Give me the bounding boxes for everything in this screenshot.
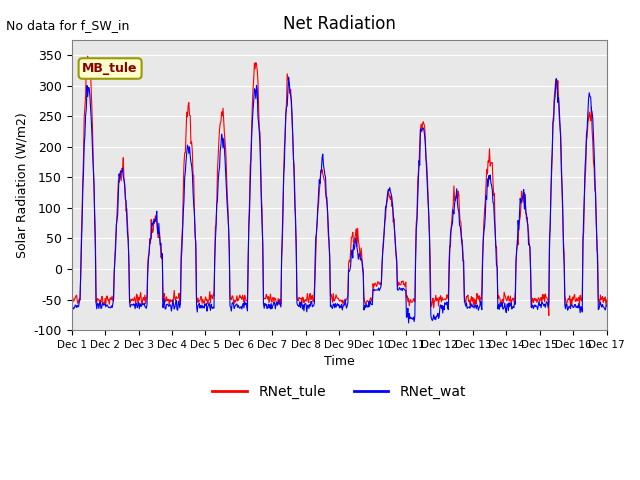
RNet_wat	[426, 236, 433, 242]
RNet_tule	[256, 130, 264, 136]
Line: RNet_tule: RNet_tule	[72, 56, 607, 315]
RNet_wat	[404, 320, 412, 326]
RNet_tule	[425, 210, 433, 216]
RNet_tule	[395, 279, 403, 285]
RNet_tule	[68, 300, 76, 306]
RNet_tule	[131, 298, 139, 304]
Text: MB_tule: MB_tule	[83, 62, 138, 75]
RNet_wat	[285, 74, 292, 80]
Title: Net Radiation: Net Radiation	[283, 15, 396, 33]
RNet_wat	[255, 129, 263, 135]
Text: No data for f_SW_in: No data for f_SW_in	[6, 19, 130, 32]
RNet_wat	[395, 287, 403, 292]
RNet_tule	[84, 53, 92, 59]
RNet_wat	[68, 304, 76, 310]
X-axis label: Time: Time	[324, 355, 355, 368]
Legend: RNet_tule, RNet_wat: RNet_tule, RNet_wat	[207, 379, 472, 404]
RNet_tule	[603, 297, 611, 303]
RNet_tule	[276, 298, 284, 303]
Line: RNet_wat: RNet_wat	[72, 77, 607, 323]
Y-axis label: Solar Radiation (W/m2): Solar Radiation (W/m2)	[15, 112, 28, 258]
RNet_wat	[229, 300, 237, 305]
RNet_tule	[230, 299, 237, 304]
RNet_wat	[276, 300, 284, 306]
RNet_wat	[131, 301, 138, 307]
RNet_wat	[603, 302, 611, 308]
RNet_tule	[545, 312, 552, 318]
